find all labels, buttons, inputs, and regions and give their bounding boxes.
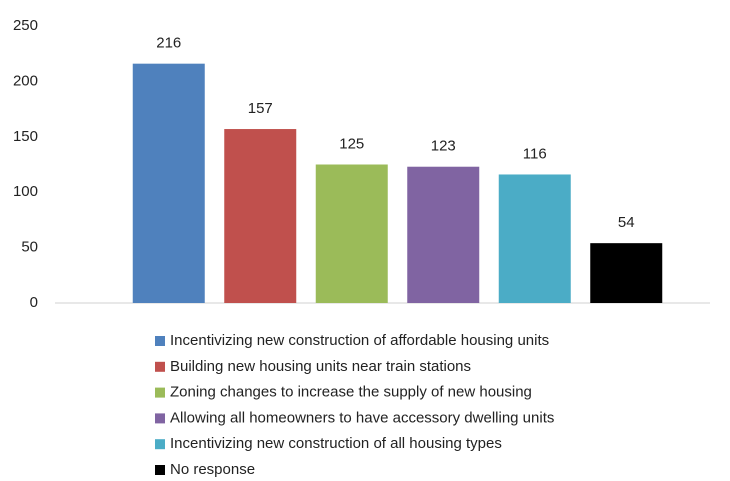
y-tick-label: 150	[13, 128, 38, 145]
legend-label: Incentivizing new construction of afford…	[170, 332, 549, 349]
bar	[132, 63, 205, 304]
bar	[407, 166, 480, 303]
y-tick-label: 200	[13, 72, 38, 89]
legend-swatch	[155, 336, 165, 346]
legend-label: Building new housing units near train st…	[170, 358, 471, 375]
data-label: 157	[248, 100, 273, 117]
y-tick-label: 0	[30, 294, 38, 311]
legend-swatch	[155, 465, 165, 475]
data-label: 125	[339, 135, 364, 152]
legend-label: Incentivizing new construction of all ho…	[170, 435, 502, 452]
legend-swatch	[155, 361, 165, 372]
legend-label: No response	[170, 461, 255, 478]
data-label: 54	[618, 214, 635, 231]
bar	[315, 164, 388, 303]
data-label: 216	[156, 35, 181, 52]
y-tick-label: 250	[13, 17, 38, 34]
y-tick-label: 100	[13, 183, 38, 200]
data-label: 116	[523, 145, 547, 162]
data-label: 123	[431, 138, 456, 155]
bar	[224, 129, 297, 303]
legend-swatch	[155, 439, 165, 450]
bar	[590, 243, 663, 303]
legend-swatch	[155, 387, 165, 398]
legend-label: Allowing all homeowners to have accessor…	[170, 409, 554, 426]
legend-label: Zoning changes to increase the supply of…	[170, 384, 532, 401]
y-tick-label: 50	[21, 239, 38, 256]
legend-swatch	[155, 413, 165, 424]
bar	[498, 174, 571, 303]
